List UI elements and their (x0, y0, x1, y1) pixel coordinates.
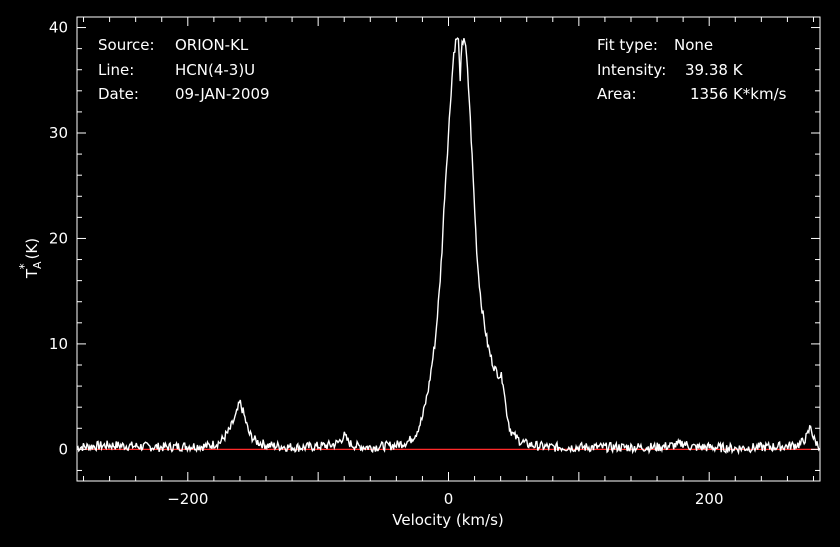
area-value: 1356 K*km/s (690, 85, 787, 103)
y-axis-label-sup: * (17, 263, 31, 269)
fit-type-value: None (674, 36, 713, 54)
y-axis-label-main: T (23, 268, 41, 279)
y-axis-label-unit: (K) (23, 238, 41, 260)
y-tick-label: 30 (49, 124, 68, 142)
y-axis-label-sub: A (31, 261, 44, 269)
area-label: Area: (597, 85, 637, 103)
intensity-label: Intensity: (597, 61, 666, 79)
y-tick-label: 0 (58, 440, 68, 458)
y-tick-label: 40 (49, 19, 68, 37)
x-tick-label: 200 (695, 490, 724, 508)
source-value: ORION-KL (175, 36, 249, 54)
fit-type-label: Fit type: (597, 36, 658, 54)
date-value: 09-JAN-2009 (175, 85, 270, 103)
x-tick-label: −200 (167, 490, 208, 508)
line-label: Line: (98, 61, 134, 79)
source-label: Source: (98, 36, 155, 54)
svg-text:TA*(K): TA* (K) (17, 238, 44, 279)
line-value: HCN(4-3)U (175, 61, 255, 79)
x-tick-label: 0 (444, 490, 454, 508)
spectrum-line (76, 37, 821, 456)
date-label: Date: (98, 85, 139, 103)
y-tick-label: 20 (49, 229, 68, 247)
y-tick-label: 10 (49, 335, 68, 353)
intensity-value: 39.38 K (685, 61, 744, 79)
x-axis-label: Velocity (km/s) (392, 511, 503, 529)
y-axis-label: TA* (K) (17, 238, 44, 279)
